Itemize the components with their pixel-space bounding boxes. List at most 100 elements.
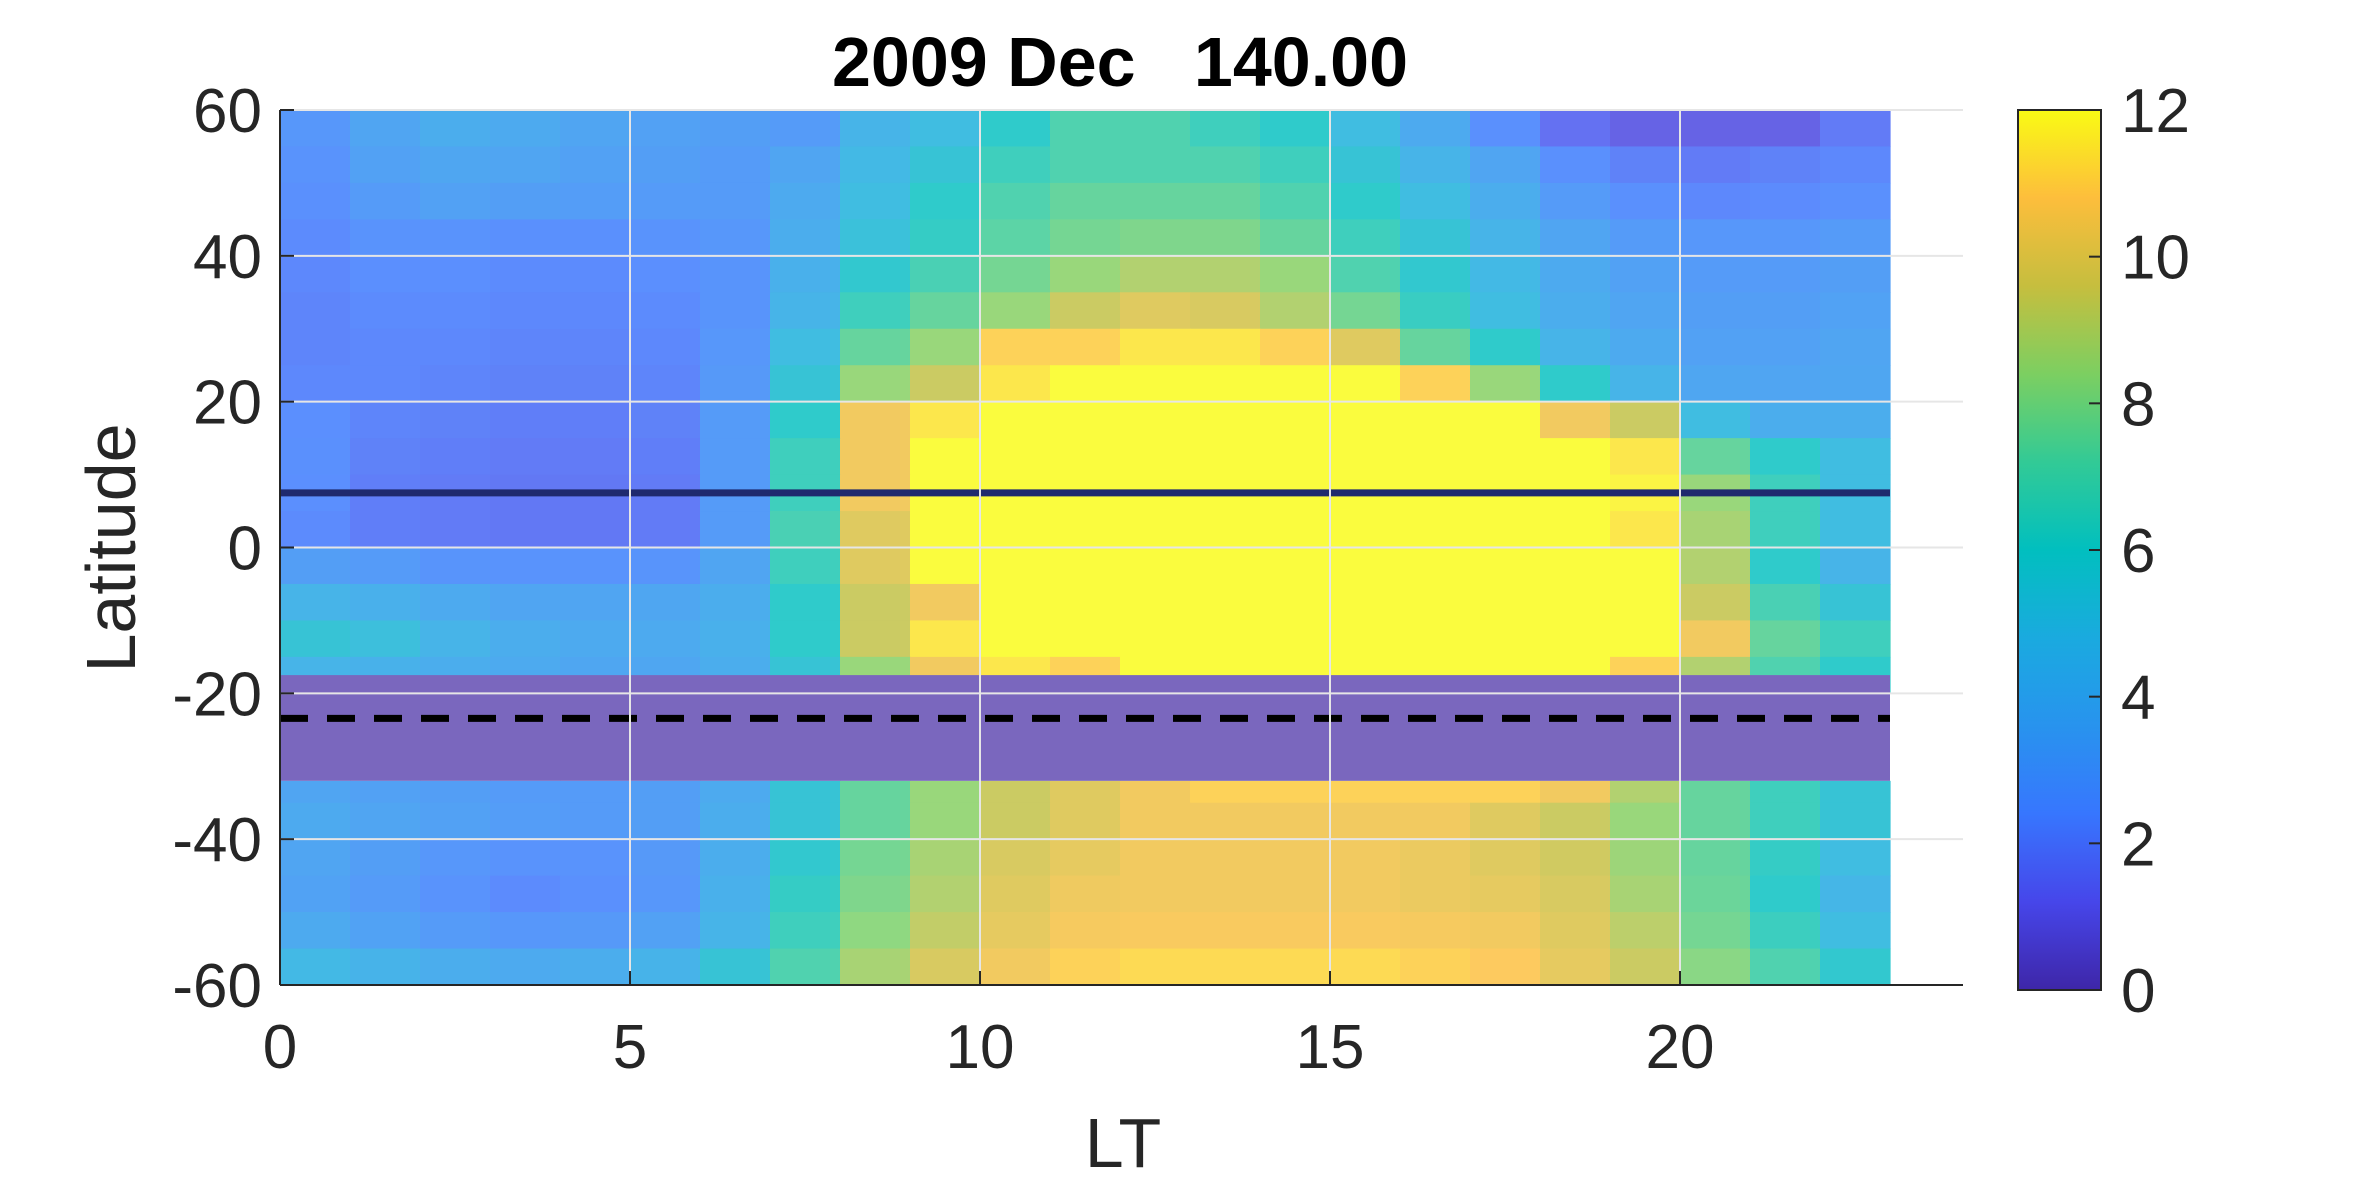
heatmap-cell	[350, 912, 421, 950]
heatmap-cell	[1050, 547, 1121, 585]
heatmap-cell	[770, 948, 841, 986]
heatmap-cell	[1120, 547, 1191, 585]
heatmap-cell	[700, 839, 771, 877]
heatmap-cell	[1540, 255, 1611, 293]
heatmap-cell	[910, 110, 981, 148]
heatmap-cell	[770, 182, 841, 220]
heatmap-cell	[1750, 255, 1821, 293]
heatmap-cell	[1050, 780, 1121, 804]
heatmap-cell	[1540, 401, 1611, 439]
heatmap-cell	[1190, 182, 1261, 220]
heatmap-cell	[280, 780, 351, 804]
heatmap-cell	[1400, 438, 1471, 476]
heatmap-cell	[280, 219, 351, 257]
heatmap-cell	[980, 511, 1051, 549]
heatmap-cell	[1470, 438, 1541, 476]
heatmap-cell	[1330, 511, 1401, 549]
heatmap-cell	[1540, 292, 1611, 330]
heatmap-cell	[350, 839, 421, 877]
heatmap-cell	[1120, 802, 1191, 840]
heatmap-cell	[1260, 511, 1331, 549]
heatmap-cell	[1820, 912, 1891, 950]
heatmap-cell	[1750, 620, 1821, 658]
heatmap-cell	[910, 583, 981, 622]
heatmap-cell	[1400, 110, 1471, 148]
heatmap-cell	[700, 875, 771, 913]
heatmap-cell	[980, 219, 1051, 257]
heatmap-cell	[840, 802, 911, 840]
heatmap-cell	[1330, 620, 1401, 658]
heatmap-cell	[1260, 292, 1331, 330]
heatmap-cell	[280, 146, 351, 184]
heatmap-cell	[1260, 182, 1331, 220]
heatmap-cell	[840, 255, 911, 293]
heatmap-cell	[1120, 182, 1191, 220]
heatmap-cell	[280, 547, 351, 585]
heatmap-cell	[700, 948, 771, 986]
heatmap-cell	[1680, 365, 1751, 403]
colorbar: 0 2 4 6 8 10 12	[2017, 77, 2190, 1026]
heatmap-cell	[280, 583, 351, 622]
heatmap-cell	[1260, 620, 1331, 658]
heatmap-cell	[1120, 401, 1191, 439]
heatmap-cell	[350, 583, 421, 622]
heatmap-cell	[630, 583, 701, 622]
heatmap-cell	[490, 948, 561, 986]
heatmap-cell	[350, 511, 421, 549]
heatmap-cell	[490, 583, 561, 622]
heatmap-cell	[1680, 620, 1751, 658]
heatmap-cell	[1750, 182, 1821, 220]
heatmap-cell	[490, 875, 561, 913]
heatmap-cell	[910, 547, 981, 585]
heatmap-cell	[1330, 912, 1401, 950]
heatmap-cell	[280, 110, 351, 148]
heatmap-cell	[490, 110, 561, 148]
heatmap-cell	[910, 620, 981, 658]
heatmap-cell	[1190, 912, 1261, 950]
heatmap-cell	[1540, 182, 1611, 220]
heatmap-cell	[1190, 620, 1261, 658]
heatmap-cell	[840, 146, 911, 184]
heatmap-cell	[1120, 292, 1191, 330]
heatmap-cell	[1820, 511, 1891, 549]
heatmap-cell	[420, 547, 491, 585]
heatmap-cell	[350, 182, 421, 220]
heatmap-cell	[420, 583, 491, 622]
heatmap-cell	[1540, 146, 1611, 184]
heatmap-cell	[1610, 511, 1681, 549]
heatmap-cell	[1750, 802, 1821, 840]
heatmap-cell	[840, 875, 911, 913]
heatmap-cell	[630, 438, 701, 476]
heatmap-cell	[840, 328, 911, 366]
heatmap-cell	[1750, 875, 1821, 913]
heatmap-cell	[1470, 875, 1541, 913]
heatmap-cell	[350, 328, 421, 366]
heatmap-cell	[1400, 511, 1471, 549]
heatmap-cell	[770, 110, 841, 148]
heatmap-cell	[1470, 182, 1541, 220]
heatmap-cell	[700, 802, 771, 840]
heatmap-cell	[350, 110, 421, 148]
heatmap-cell	[770, 255, 841, 293]
heatmap-cell	[560, 802, 631, 840]
heatmap-cell	[420, 620, 491, 658]
heatmap-cell	[1260, 912, 1331, 950]
heatmap-cell	[1330, 583, 1401, 622]
heatmap-cell	[560, 146, 631, 184]
heatmap-cell	[770, 583, 841, 622]
heatmap-cell	[1750, 511, 1821, 549]
heatmap-cell	[1820, 839, 1891, 877]
heatmap-cell	[490, 912, 561, 950]
heatmap-cell	[560, 182, 631, 220]
heatmap-cell	[1820, 401, 1891, 439]
heatmap-cell	[1330, 802, 1401, 840]
heatmap-cell	[840, 547, 911, 585]
heatmap-cell	[420, 182, 491, 220]
heatmap-cell	[1400, 620, 1471, 658]
colorbar-tick-label: 0	[2121, 957, 2155, 1026]
heatmap-cell	[1470, 255, 1541, 293]
heatmap-cell	[1750, 583, 1821, 622]
x-axis-label: LT	[1085, 1104, 1162, 1181]
x-tick-label: 20	[1646, 1013, 1715, 1082]
heatmap-cell	[1470, 547, 1541, 585]
